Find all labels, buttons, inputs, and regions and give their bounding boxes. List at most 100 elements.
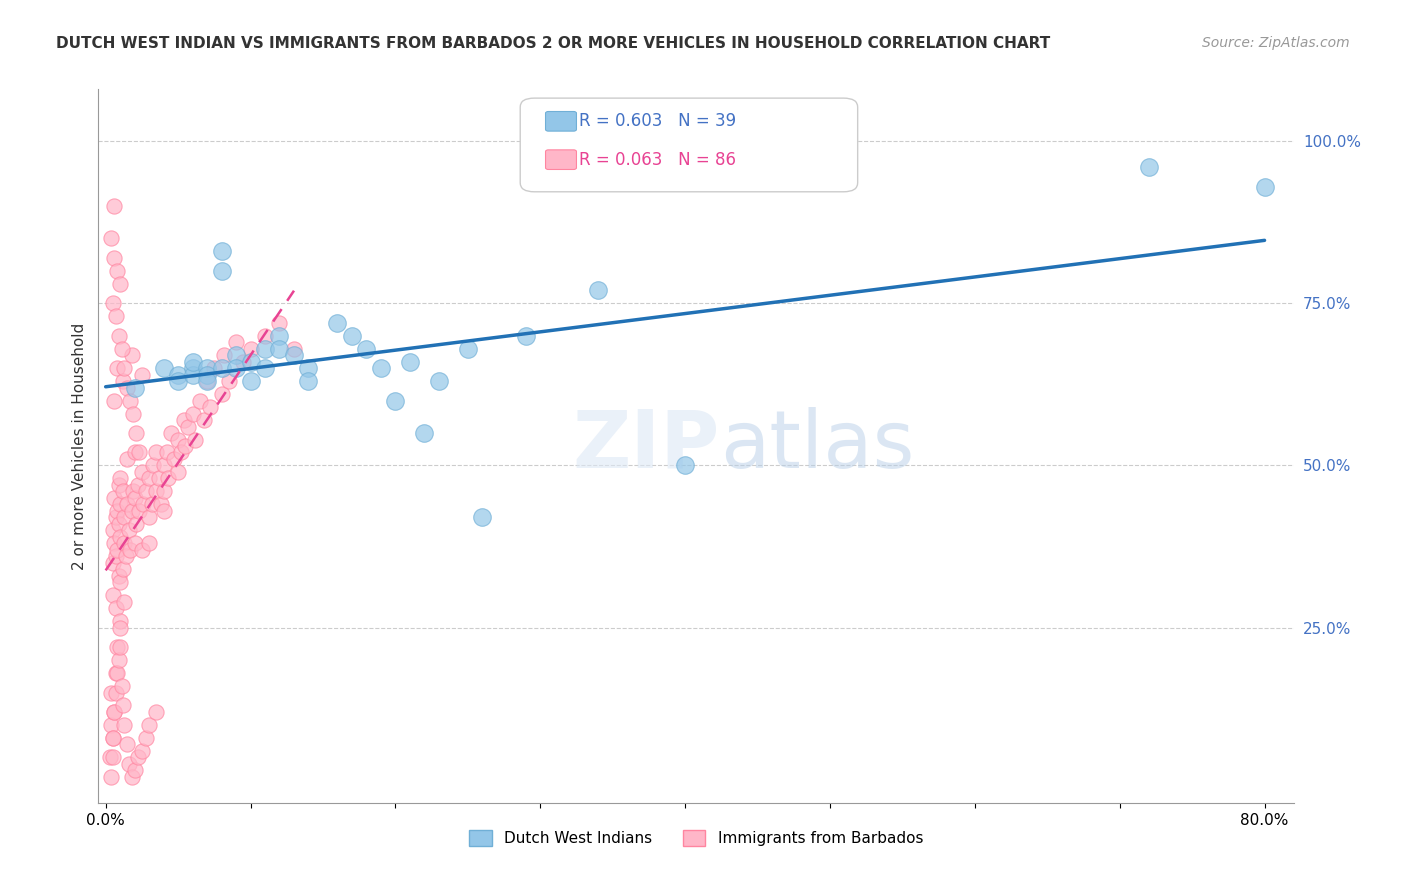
Point bbox=[104, 601, 127, 615]
Point bbox=[104, 310, 127, 324]
Point bbox=[135, 731, 157, 745]
Point bbox=[100, 231, 122, 245]
Point bbox=[122, 407, 145, 421]
Point bbox=[103, 705, 125, 719]
Point bbox=[340, 328, 363, 343]
Point bbox=[413, 425, 436, 440]
Point bbox=[112, 374, 135, 388]
Point bbox=[148, 471, 170, 485]
Point bbox=[114, 718, 136, 732]
Point bbox=[156, 471, 179, 485]
Point bbox=[107, 568, 129, 582]
Point bbox=[103, 536, 125, 550]
Point bbox=[152, 504, 174, 518]
Text: R = 0.603   N = 39: R = 0.603 N = 39 bbox=[579, 112, 737, 130]
Point bbox=[114, 595, 136, 609]
Point bbox=[108, 497, 131, 511]
Point bbox=[384, 393, 406, 408]
Point bbox=[195, 368, 218, 382]
Point bbox=[115, 549, 138, 564]
Point bbox=[107, 328, 129, 343]
Point bbox=[114, 361, 136, 376]
Point bbox=[152, 361, 174, 376]
Point bbox=[131, 744, 153, 758]
Point bbox=[103, 199, 125, 213]
Point bbox=[195, 374, 218, 388]
Point bbox=[105, 361, 128, 376]
Point bbox=[370, 361, 392, 376]
Point bbox=[195, 361, 218, 376]
Point bbox=[127, 478, 149, 492]
Point bbox=[193, 413, 215, 427]
Point bbox=[167, 374, 190, 388]
Point bbox=[170, 445, 193, 459]
Point bbox=[101, 750, 124, 764]
Point bbox=[326, 316, 349, 330]
Point bbox=[118, 756, 141, 771]
Point bbox=[225, 348, 247, 362]
Point bbox=[121, 348, 143, 362]
Point bbox=[120, 393, 142, 408]
Point bbox=[128, 445, 150, 459]
Point bbox=[101, 731, 124, 745]
Point bbox=[181, 407, 204, 421]
Point bbox=[145, 705, 167, 719]
Point bbox=[128, 504, 150, 518]
Point bbox=[104, 510, 127, 524]
Point bbox=[297, 374, 319, 388]
Point bbox=[117, 452, 139, 467]
Point bbox=[145, 484, 167, 499]
Point bbox=[131, 368, 153, 382]
Point bbox=[181, 354, 204, 368]
Point bbox=[142, 458, 165, 473]
Point bbox=[515, 328, 537, 343]
Text: atlas: atlas bbox=[720, 407, 914, 485]
Point bbox=[107, 516, 129, 531]
Point bbox=[181, 368, 204, 382]
Point bbox=[283, 348, 305, 362]
Text: Source: ZipAtlas.com: Source: ZipAtlas.com bbox=[1202, 36, 1350, 50]
Point bbox=[138, 471, 160, 485]
Point bbox=[107, 478, 129, 492]
Point bbox=[214, 348, 236, 362]
Point bbox=[124, 536, 146, 550]
Point bbox=[232, 354, 254, 368]
Point bbox=[108, 614, 131, 628]
Point bbox=[269, 328, 291, 343]
Point bbox=[103, 251, 125, 265]
Point bbox=[239, 374, 262, 388]
Point bbox=[225, 335, 247, 350]
Point bbox=[155, 445, 177, 459]
Point bbox=[131, 465, 153, 479]
Point bbox=[105, 504, 128, 518]
Point bbox=[149, 497, 172, 511]
Point bbox=[253, 342, 276, 356]
Point bbox=[124, 381, 146, 395]
Point bbox=[202, 361, 225, 376]
Point bbox=[105, 542, 128, 557]
Point bbox=[120, 542, 142, 557]
Point bbox=[145, 445, 167, 459]
Point bbox=[167, 433, 190, 447]
Point bbox=[112, 698, 135, 713]
Point bbox=[152, 484, 174, 499]
Point bbox=[121, 770, 143, 784]
Point bbox=[138, 536, 160, 550]
Point bbox=[138, 510, 160, 524]
Text: DUTCH WEST INDIAN VS IMMIGRANTS FROM BARBADOS 2 OR MORE VEHICLES IN HOUSEHOLD CO: DUTCH WEST INDIAN VS IMMIGRANTS FROM BAR… bbox=[56, 36, 1050, 51]
Point bbox=[108, 277, 131, 291]
Point bbox=[100, 770, 122, 784]
Point bbox=[167, 368, 190, 382]
Point bbox=[211, 387, 233, 401]
Point bbox=[100, 718, 122, 732]
Point bbox=[104, 549, 127, 564]
Text: R = 0.063   N = 86: R = 0.063 N = 86 bbox=[579, 151, 737, 169]
Point bbox=[101, 731, 124, 745]
Point bbox=[114, 510, 136, 524]
Point bbox=[586, 283, 609, 297]
Point bbox=[167, 465, 190, 479]
Point bbox=[107, 653, 129, 667]
Legend: Dutch West Indians, Immigrants from Barbados: Dutch West Indians, Immigrants from Barb… bbox=[463, 824, 929, 852]
Point bbox=[124, 764, 146, 778]
Point bbox=[163, 452, 186, 467]
